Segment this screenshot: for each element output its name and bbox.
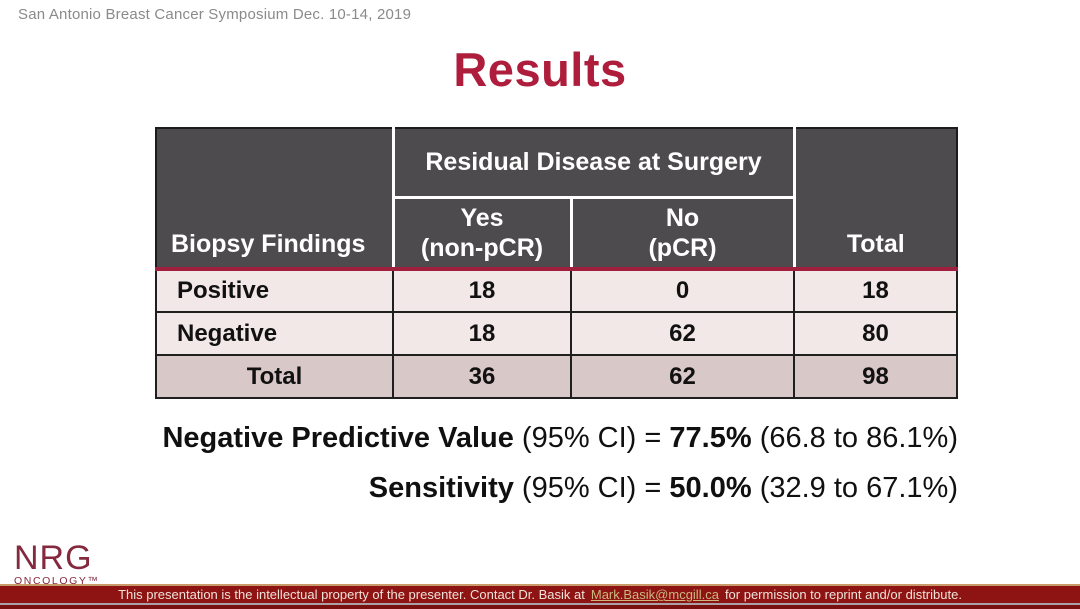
footer-disclaimer-bar: This presentation is the intellectual pr… [0,584,1080,603]
footer: This presentation is the intellectual pr… [0,584,1080,609]
row-label-total: Total [155,354,394,399]
row-label-positive: Positive [155,267,394,313]
table-row-total: Total 36 62 98 [155,354,958,399]
column-header-biopsy-findings: Biopsy Findings [156,128,395,269]
cell-positive-total: 18 [793,267,958,313]
npv-label: Negative Predictive Value [162,422,514,454]
sensitivity-value: 50.0% [669,472,752,504]
npv-value: 77.5% [669,422,752,454]
sensitivity-range: (32.9 to 67.1%) [759,472,958,504]
symposium-header: San Antonio Breast Cancer Symposium Dec.… [18,6,412,23]
table-body: Positive 18 0 18 Negative 18 62 80 Total… [155,267,958,399]
row-label-negative: Negative [155,311,394,356]
no-label: No [665,203,700,232]
npv-range: (66.8 to 86.1%) [759,422,958,454]
logo-name: NRG [14,539,93,577]
yes-label: Yes [460,203,504,232]
table-header: Biopsy Findings Residual Disease at Surg… [156,128,957,269]
cell-negative-total: 80 [793,311,958,356]
sensitivity-ci-label: (95% CI) = [521,472,662,504]
yes-sublabel: (non-pCR) [420,233,544,262]
cell-negative-no: 62 [570,311,795,356]
cell-total-no: 62 [570,354,795,399]
footer-bottom-strip [0,605,1080,609]
sensitivity-line: Sensitivity (95% CI) = 50.0% (32.9 to 67… [162,463,958,513]
footer-divider-line [0,603,1080,605]
table-row-positive: Positive 18 0 18 [155,267,958,313]
npv-line: Negative Predictive Value (95% CI) = 77.… [162,413,958,463]
cell-positive-yes: 18 [392,267,572,313]
column-header-yes-non-pcr: Yes (non-pCR) [393,197,573,269]
sensitivity-label: Sensitivity [368,472,514,504]
column-header-no-pcr: No (pCR) [571,197,796,269]
npv-ci-label: (95% CI) = [521,422,662,454]
cell-total-total: 98 [793,354,958,399]
page-title: Results [453,43,627,96]
statistics-block: Negative Predictive Value (95% CI) = 77.… [162,413,958,513]
cell-total-yes: 36 [392,354,572,399]
logo-subtitle: ONCOLOGY™ [14,575,100,587]
results-table: Biopsy Findings Residual Disease at Surg… [155,127,958,399]
footer-text-after: for permission to reprint and/or distrib… [724,587,962,602]
contact-email-link[interactable]: Mark.Basik@mcgill.ca [590,587,719,602]
column-header-total: Total [794,128,957,269]
cell-positive-no: 0 [570,267,795,313]
nrg-oncology-logo: NRG ONCOLOGY™ [14,541,100,587]
no-sublabel: (pCR) [648,233,717,262]
cell-negative-yes: 18 [392,311,572,356]
footer-text-before: This presentation is the intellectual pr… [118,587,585,602]
column-group-header-residual-disease: Residual Disease at Surgery [393,128,796,199]
table-row-negative: Negative 18 62 80 [155,311,958,356]
